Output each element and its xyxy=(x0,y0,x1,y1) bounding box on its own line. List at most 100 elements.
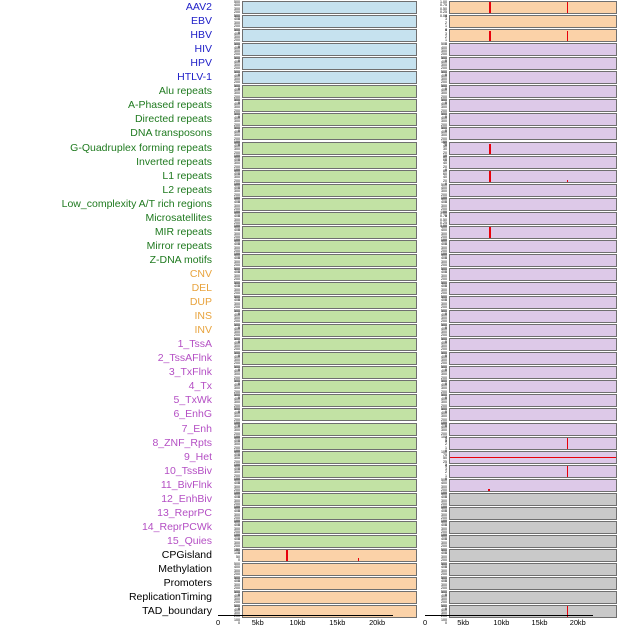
panel-gap xyxy=(417,400,425,401)
y-tick-label: 100 xyxy=(441,421,447,426)
track-label: DUP xyxy=(189,297,212,309)
y-tick-label: 0 xyxy=(445,522,447,527)
left-track-panel xyxy=(242,464,417,478)
left-track-panel xyxy=(242,422,417,436)
left-track-panel xyxy=(242,534,417,548)
right-track-panel xyxy=(449,155,617,169)
y-tick-label: 200 xyxy=(234,38,240,43)
right-y-axis-ticks: 500 400 300 200 100 0 xyxy=(425,422,449,443)
y-tick-label: 200 xyxy=(441,66,447,71)
y-tick-label: 100 xyxy=(234,617,240,622)
y-tick-label: 300 xyxy=(441,428,447,433)
y-tick-label: 100 xyxy=(441,238,447,243)
track-row: 12_EnhBiv 500 400 300 200 100 0 500 400 300 200 100… xyxy=(0,492,630,513)
right-y-axis-ticks: 1.00 0.75 0.50 0.25 0.00 xyxy=(425,211,449,229)
y-tick-label: 0 xyxy=(445,449,447,454)
left-y-axis-ticks: 500 400 300 200 100 0 xyxy=(218,197,242,218)
left-track-panel xyxy=(242,71,417,85)
y-tick-label: 100 xyxy=(441,575,447,580)
y-tick-label: 300 xyxy=(234,105,240,110)
y-tick-label: 500 xyxy=(441,407,447,412)
right-track-panel xyxy=(449,310,617,324)
left-y-axis-ticks: 500 400 300 200 100 0 xyxy=(218,464,242,485)
left-y-axis-ticks: 500 400 300 200 100 0 xyxy=(218,267,242,288)
y-tick-label: 400 xyxy=(234,579,240,584)
y-tick-label: 50 xyxy=(443,140,447,145)
y-tick-label: 200 xyxy=(234,445,240,450)
left-y-axis-ticks: 500 400 300 200 100 0 xyxy=(218,42,242,63)
y-tick-label: 100 xyxy=(441,196,447,201)
y-tick-label: 200 xyxy=(234,473,240,478)
left-track-panel xyxy=(242,239,417,253)
x-axis-line xyxy=(425,615,593,616)
data-peak xyxy=(488,226,491,238)
y-tick-label: 0 xyxy=(238,255,240,260)
y-tick-label: 0 xyxy=(238,382,240,387)
y-tick-label: 0 xyxy=(238,143,240,148)
y-tick-label: 100 xyxy=(234,55,240,60)
panel-gap xyxy=(417,260,425,261)
y-tick-label: 300 xyxy=(234,34,240,39)
y-tick-label: 500 xyxy=(441,196,447,201)
y-tick-label: 100 xyxy=(441,111,447,116)
y-tick-label: 300 xyxy=(234,245,240,250)
y-tick-label: 100 xyxy=(441,336,447,341)
data-peak xyxy=(566,2,569,14)
y-tick-label: 80 xyxy=(443,154,447,159)
y-tick-label: 500 xyxy=(234,182,240,187)
y-tick-label: 400 xyxy=(234,326,240,331)
panel-gap xyxy=(417,162,425,163)
y-tick-label: 500 xyxy=(234,224,240,229)
y-tick-label: 300 xyxy=(234,344,240,349)
track-label: HIV xyxy=(194,44,212,56)
panel-gap xyxy=(417,232,425,233)
y-tick-label: 400 xyxy=(441,242,447,247)
data-peak xyxy=(285,550,288,561)
left-y-axis-ticks: 500 400 300 200 100 0 xyxy=(218,604,242,625)
right-y-axis-ticks: 500 400 300 200 100 0 xyxy=(425,379,449,400)
track-label: 10_TssBiv xyxy=(164,465,212,477)
y-tick-label: 400 xyxy=(234,340,240,345)
y-tick-label: 500 xyxy=(441,42,447,47)
y-tick-label: 100 xyxy=(234,603,240,608)
x-tick-label: 10kb xyxy=(493,618,510,627)
left-track-panel xyxy=(242,492,417,506)
y-tick-label: 500 xyxy=(441,351,447,356)
right-y-axis-ticks: 500 400 300 200 100 0 xyxy=(425,98,449,119)
y-tick-label: 0 xyxy=(238,536,240,541)
track-label: Inverted repeats xyxy=(136,156,212,168)
left-y-axis-ticks: 500 400 300 200 100 0 xyxy=(218,422,242,443)
y-tick-label: 0 xyxy=(445,410,447,415)
y-tick-label: 300 xyxy=(234,217,240,222)
panel-gap xyxy=(417,471,425,472)
y-tick-label: 400 xyxy=(234,3,240,8)
left-y-axis-ticks: 500 400 300 200 100 0 xyxy=(218,56,242,77)
y-tick-label: 200 xyxy=(234,333,240,338)
y-tick-label: 500 xyxy=(234,70,240,75)
y-tick-label: 300 xyxy=(441,315,447,320)
y-tick-label: 200 xyxy=(441,389,447,394)
y-tick-label: 400 xyxy=(234,481,240,486)
y-tick-label: 300 xyxy=(234,470,240,475)
y-tick-label: 100 xyxy=(234,182,240,187)
y-tick-label: 400 xyxy=(234,129,240,134)
y-tick-label: 200 xyxy=(441,530,447,535)
right-y-axis-ticks: 50 40 30 20 10 0 xyxy=(425,140,449,162)
track-row: 3_TxFlnk 500 400 300 200 100 0 500 400 300 200 100 0 xyxy=(0,365,630,386)
y-tick-label: 1 xyxy=(445,24,447,29)
y-tick-label: 300 xyxy=(234,568,240,573)
y-tick-label: 200 xyxy=(234,530,240,535)
y-tick-label: 0.00 xyxy=(440,224,447,229)
track-label: INV xyxy=(194,325,212,337)
left-track-panel xyxy=(242,563,417,577)
track-label: 14_ReprPCWk xyxy=(141,521,212,533)
y-tick-label: 500 xyxy=(441,477,447,482)
y-tick-label: 400 xyxy=(234,424,240,429)
y-tick-label: 400 xyxy=(441,565,447,570)
y-tick-label: 400 xyxy=(441,129,447,134)
y-tick-label: 300 xyxy=(441,498,447,503)
right-track-panel xyxy=(449,422,617,436)
track-row: TAD_boundary 500 400 300 200 100 0 500 400 300 200… xyxy=(0,604,630,625)
y-tick-label: 500 xyxy=(234,210,240,215)
y-tick-label: 400 xyxy=(441,326,447,331)
